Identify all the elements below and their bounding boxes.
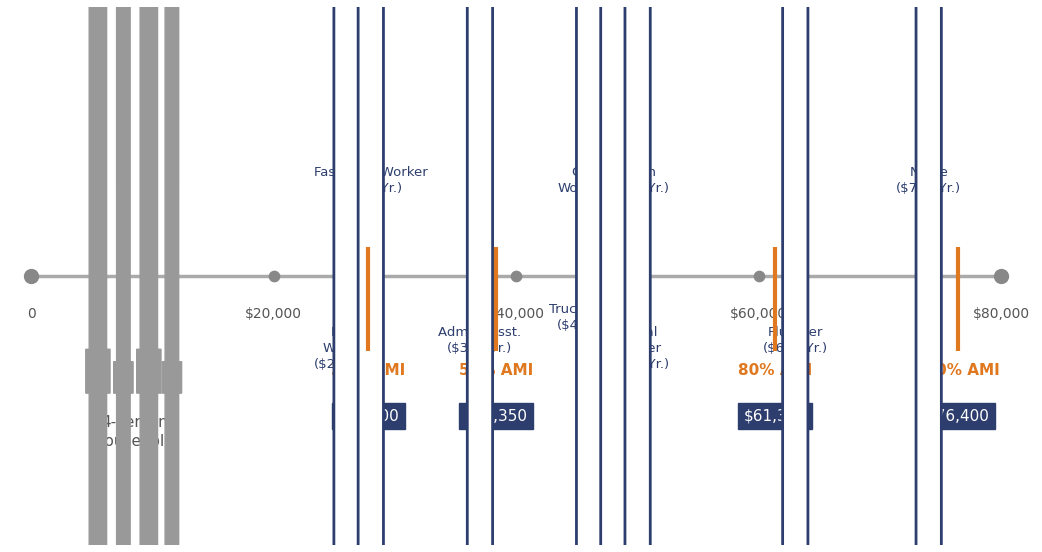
Point [750,272,767,280]
Text: Fast Food Worker
($28K/Yr.): Fast Food Worker ($28K/Yr.) [314,166,427,195]
Circle shape [576,0,601,552]
Text: Plumber
($63K/Yr.): Plumber ($63K/Yr.) [763,326,827,355]
Text: 4-Person
Household: 4-Person Household [94,415,175,449]
Point [508,272,525,280]
Text: $20,000: $20,000 [245,307,302,321]
Text: $80,000: $80,000 [973,307,1031,321]
FancyBboxPatch shape [137,349,160,393]
Circle shape [916,0,941,552]
Circle shape [115,0,132,552]
Point [266,272,282,280]
Point [993,272,1010,280]
Text: $61,350: $61,350 [744,408,807,423]
Text: 30% AMI: 30% AMI [331,363,405,378]
Text: 0: 0 [27,307,35,321]
Text: 100% AMI: 100% AMI [916,363,1000,378]
Circle shape [138,0,159,552]
Circle shape [783,0,808,552]
Circle shape [625,0,650,552]
FancyBboxPatch shape [163,362,181,393]
Circle shape [164,0,180,552]
Point [23,272,40,280]
Circle shape [467,0,493,552]
Text: $60,000: $60,000 [730,307,788,321]
Text: Truck Driver
($46K/Yr.): Truck Driver ($46K/Yr.) [549,303,629,332]
Circle shape [600,0,626,552]
Text: 50% AMI: 50% AMI [460,363,534,378]
Text: $27,800: $27,800 [337,408,400,423]
Circle shape [358,0,383,552]
Text: Nurse
($74K/Yr.): Nurse ($74K/Yr.) [896,166,962,195]
Text: Farm
Worker
($26K/Yr.): Farm Worker ($26K/Yr.) [314,326,379,371]
FancyBboxPatch shape [114,362,133,393]
Text: $76,400: $76,400 [926,408,989,423]
Text: $40,000: $40,000 [488,307,545,321]
Text: 80% AMI: 80% AMI [738,363,813,378]
Text: Construction
Worker($48K/Yr.): Construction Worker($48K/Yr.) [557,166,669,195]
Text: Social
Worker
($50K/Yr.): Social Worker ($50K/Yr.) [605,326,670,371]
Circle shape [333,0,359,552]
FancyBboxPatch shape [85,349,110,393]
Text: Admin. Asst.
($37K/Yr.): Admin. Asst. ($37K/Yr.) [439,326,521,355]
Circle shape [86,0,108,552]
Text: $38,350: $38,350 [465,408,528,423]
